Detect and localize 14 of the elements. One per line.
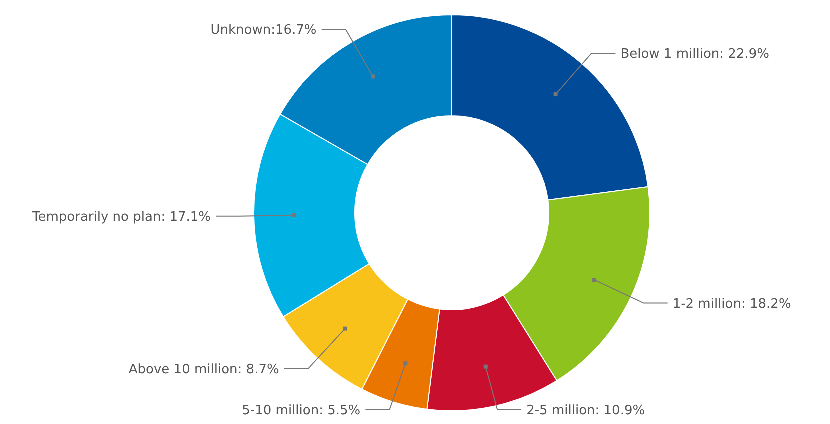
slice-label: 2-5 million xyxy=(526,404,596,419)
slice-label: Below 1 million xyxy=(620,47,720,62)
data-label: : 22.9% xyxy=(720,47,770,62)
data-label: : 17.1% xyxy=(161,210,212,225)
data-label: : 8.7% xyxy=(238,362,280,378)
slice-label: Unknown xyxy=(210,23,272,38)
slice-label: Temporarily no plan xyxy=(32,210,162,225)
slice-label: 5-10 million xyxy=(242,404,320,419)
data-label: : 18.2% xyxy=(741,296,792,312)
data-label: :16.7% xyxy=(271,23,317,38)
data-label: : 5.5% xyxy=(319,404,361,419)
slice-label: 1-2 million xyxy=(672,296,742,312)
data-label: : 10.9% xyxy=(595,404,646,419)
slice-label: Above 10 million xyxy=(128,362,238,378)
